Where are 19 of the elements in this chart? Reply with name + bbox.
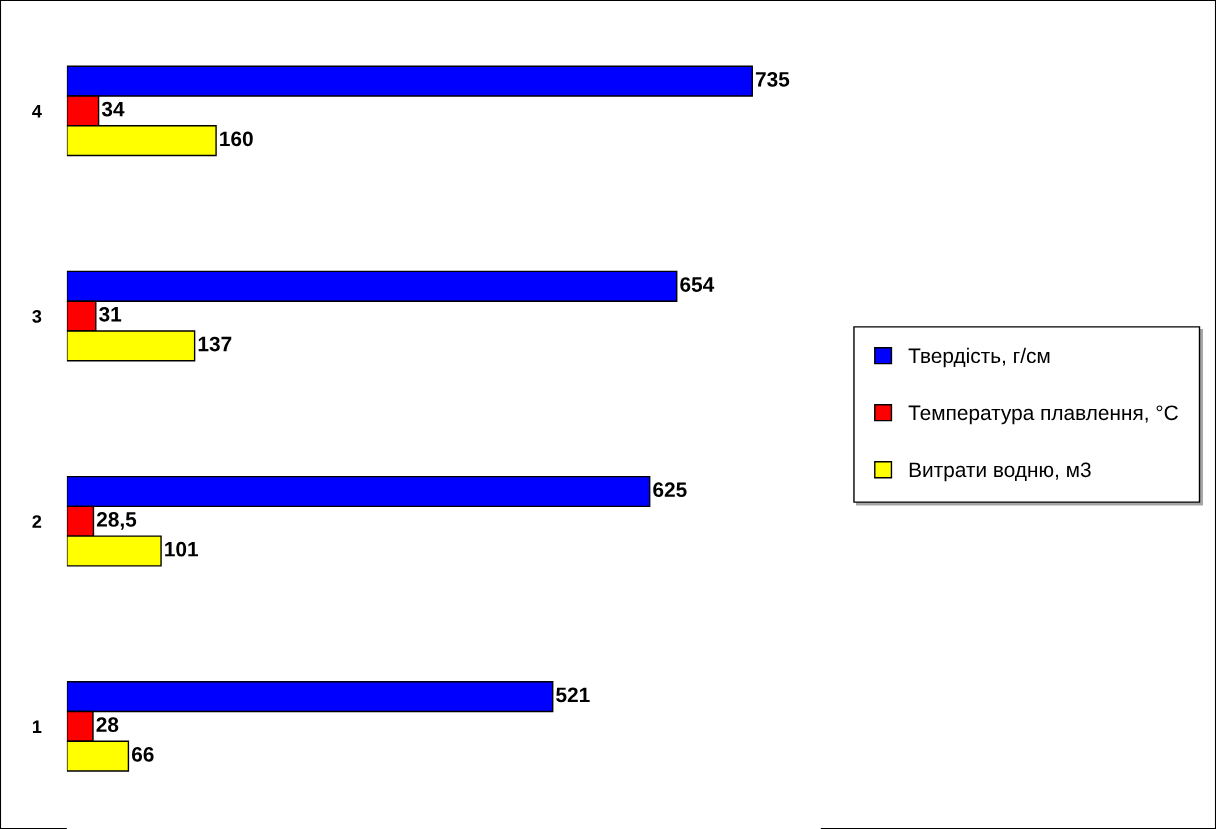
data-label: 28,5	[96, 512, 137, 530]
data-label: 66	[131, 747, 154, 762]
y-tick-label: 4	[32, 105, 42, 118]
y-tick-label: 2	[32, 515, 42, 528]
data-label: 521	[556, 687, 590, 703]
data-label: 34	[101, 101, 125, 117]
data-label: 160	[220, 131, 253, 147]
data-label: 735	[755, 71, 790, 87]
legend-label: Твердість, г/см	[908, 347, 1050, 368]
y-tick-label: 3	[32, 309, 42, 323]
data-label: 101	[165, 541, 199, 557]
data-label: 625	[653, 482, 687, 498]
legend-label: Температура плавлення, °C	[908, 405, 1178, 425]
data-label: 28	[96, 717, 119, 732]
legend-label: Витрати водню, м3	[909, 462, 1091, 482]
data-label: 654	[680, 277, 715, 292]
y-tick-label: 1	[32, 720, 42, 733]
data-label: 137	[198, 336, 232, 352]
data-label: 31	[99, 306, 122, 322]
